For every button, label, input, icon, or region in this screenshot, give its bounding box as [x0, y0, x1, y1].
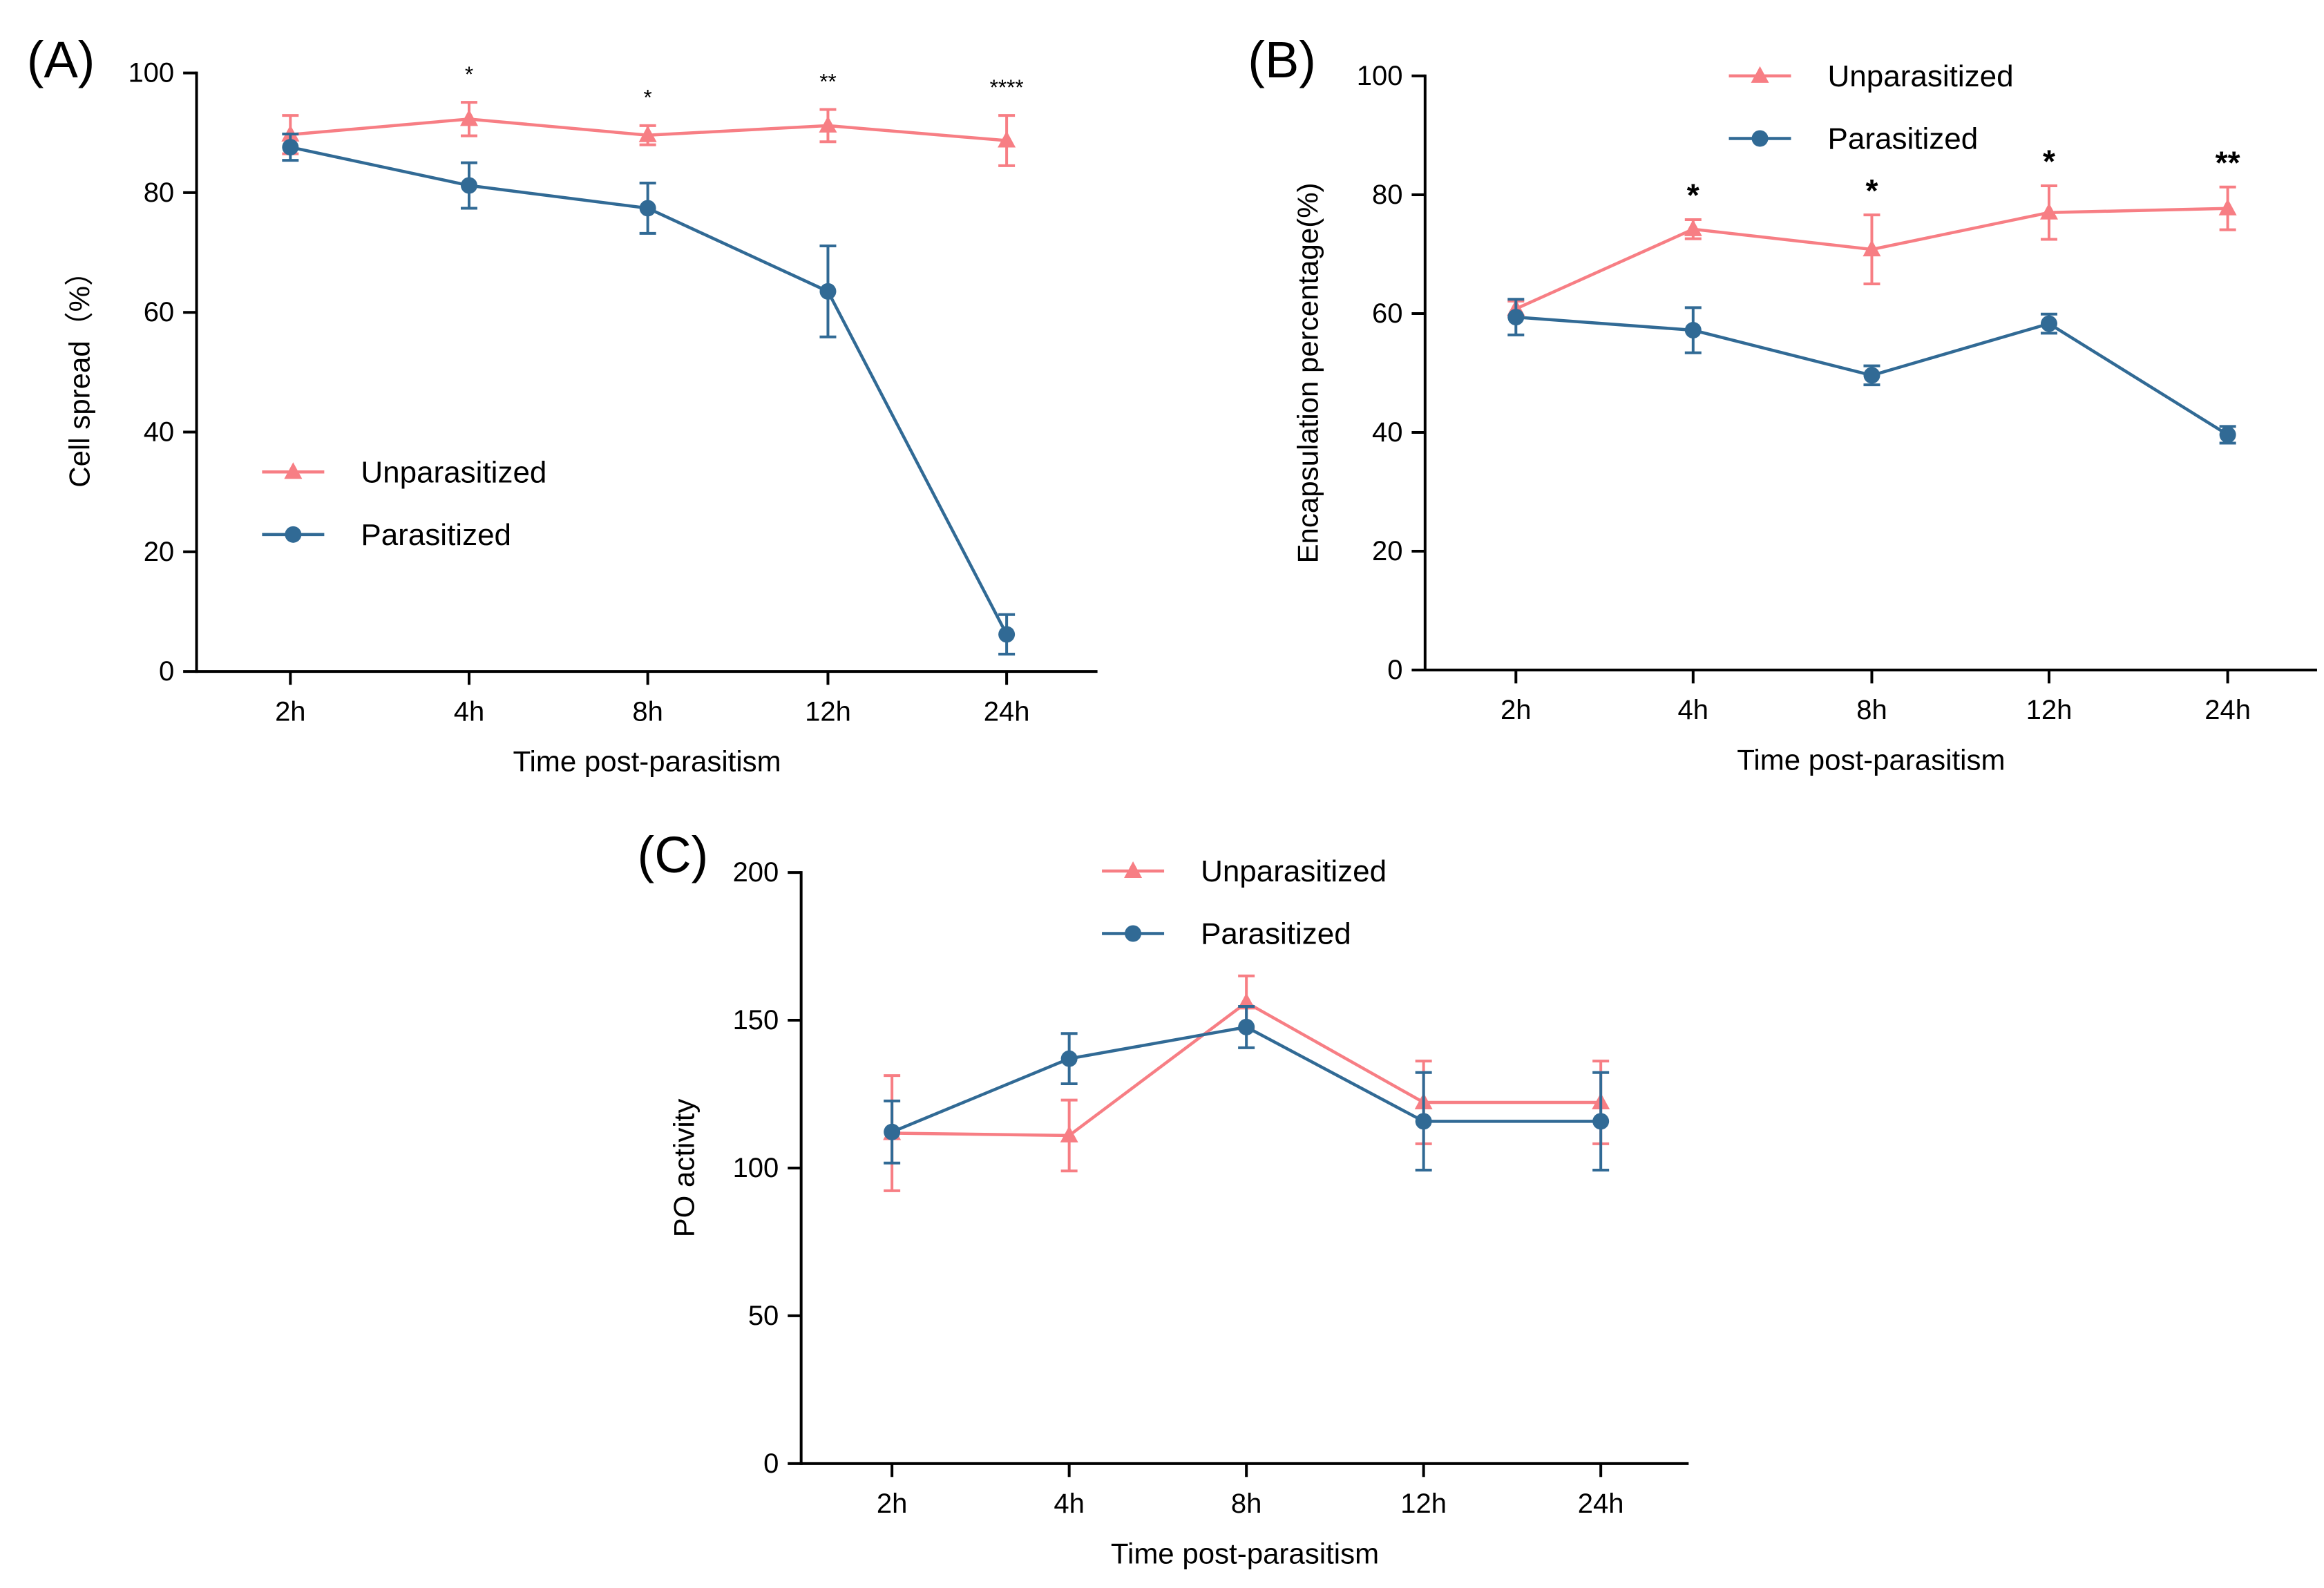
data-point-circle — [884, 1123, 901, 1140]
series-parasitized — [884, 1004, 1610, 1171]
series-parasitized — [282, 133, 1016, 656]
x-tick-label: 24h — [2204, 695, 2251, 725]
legend-marker-circle — [285, 526, 302, 543]
legend-marker-circle — [1125, 925, 1142, 942]
data-point-circle — [819, 283, 837, 300]
data-point-circle — [1415, 1113, 1432, 1130]
legend-marker-circle — [1751, 130, 1769, 147]
x-tick-label: 12h — [805, 696, 851, 727]
data-point-triangle — [1684, 219, 1702, 236]
y-axis-title: PO activity — [667, 1099, 700, 1238]
legend-label: Parasitized — [1201, 917, 1351, 950]
significance-marker: * — [1687, 178, 1699, 213]
x-tick-label: 8h — [1231, 1489, 1262, 1519]
data-point-circle — [639, 200, 656, 217]
data-point-circle — [460, 177, 477, 194]
x-tick-label: 12h — [1400, 1489, 1447, 1519]
data-point-triangle — [1863, 240, 1881, 257]
significance-marker: * — [465, 61, 473, 86]
data-point-circle — [998, 626, 1016, 643]
panel-label: (B) — [1248, 31, 1316, 88]
x-axis-title: Time post-parasitism — [1111, 1537, 1379, 1569]
x-tick-label: 4h — [1054, 1489, 1085, 1519]
x-tick-label: 2h — [275, 696, 306, 727]
significance-marker: * — [1865, 173, 1878, 209]
x-axis-title: Time post-parasitism — [1737, 743, 2005, 776]
data-point-triangle — [819, 115, 837, 133]
data-point-triangle — [2039, 202, 2058, 220]
significance-marker: * — [2043, 144, 2055, 180]
y-tick-label: 40 — [144, 417, 175, 448]
data-point-circle — [1507, 309, 1525, 326]
y-tick-label: 80 — [1372, 180, 1403, 210]
legend-label: Unparasitized — [1828, 59, 2014, 93]
x-tick-label: 4h — [1678, 695, 1709, 725]
legend-label: Parasitized — [361, 518, 511, 552]
data-point-circle — [2040, 315, 2057, 332]
x-tick-label: 24h — [1578, 1489, 1624, 1519]
panel-c-po-activity-chart: 0 50 100 150 200 2h 4h 8h 12h 24h Time post-parasi… — [638, 826, 1689, 1569]
y-tick-label: 150 — [733, 1005, 779, 1035]
y-axis-title: Cell spread（%） — [63, 257, 95, 488]
legend-label: Parasitized — [1828, 122, 1979, 155]
y-axis-title: Encapsulation percentage(%) — [1292, 182, 1324, 563]
x-tick-label: 12h — [2026, 695, 2073, 725]
significance-marker: ** — [819, 68, 837, 93]
data-point-circle — [282, 139, 299, 156]
data-point-circle — [1592, 1113, 1610, 1130]
data-point-circle — [1238, 1018, 1255, 1035]
data-point-triangle — [459, 109, 478, 126]
y-tick-label: 80 — [144, 178, 175, 208]
x-tick-label: 2h — [1501, 695, 1532, 725]
series-unparasitized — [281, 101, 1016, 167]
legend-marker-triangle — [1751, 66, 1769, 83]
y-tick-label: 60 — [144, 297, 175, 327]
significance-marker: ** — [2216, 144, 2240, 180]
data-point-triangle — [1060, 1125, 1078, 1142]
data-point-circle — [2219, 426, 2236, 443]
y-tick-label: 100 — [128, 58, 174, 88]
legend-marker-triangle — [1124, 861, 1143, 878]
y-tick-label: 50 — [748, 1301, 779, 1331]
panel-b-encapsulation-chart: 0 20 40 60 80 100 2h 4h 8h 12h 24h Time post-parasi… — [1248, 31, 2317, 776]
panel-label: (A) — [27, 31, 95, 88]
significance-marker: * — [644, 85, 652, 110]
y-tick-label: 20 — [1372, 536, 1403, 566]
legend: Unparasitized Parasitized — [1102, 854, 1387, 950]
x-tick-label: 4h — [454, 696, 485, 727]
y-tick-label: 0 — [763, 1448, 779, 1479]
y-tick-label: 200 — [733, 857, 779, 888]
panel-label: (C) — [638, 826, 709, 883]
data-point-circle — [1060, 1050, 1078, 1067]
significance-marker: **** — [990, 75, 1024, 99]
y-tick-label: 0 — [159, 656, 174, 687]
y-tick-label: 20 — [144, 537, 175, 567]
legend: Unparasitized Parasitized — [1728, 59, 2014, 155]
panel-a-cell-spread-chart: 0 20 40 60 80 100 2h 4h 8h 12h 24h Time post-parasi… — [27, 31, 1098, 778]
x-tick-label: 8h — [632, 696, 663, 727]
data-point-circle — [1684, 322, 1702, 339]
x-axis-title: Time post-parasitism — [513, 745, 781, 778]
y-tick-label: 60 — [1372, 298, 1403, 329]
data-point-triangle — [638, 125, 657, 142]
x-tick-label: 2h — [877, 1489, 908, 1519]
y-tick-label: 40 — [1372, 417, 1403, 448]
y-tick-label: 0 — [1387, 655, 1402, 685]
series-parasitized — [1507, 298, 2236, 445]
y-tick-label: 100 — [1357, 61, 1403, 91]
x-tick-label: 24h — [984, 696, 1030, 727]
legend-label: Unparasitized — [1201, 854, 1387, 888]
x-tick-label: 8h — [1856, 695, 1887, 725]
legend-marker-triangle — [284, 462, 303, 479]
data-point-triangle — [2218, 198, 2237, 216]
data-point-circle — [1863, 367, 1880, 384]
y-tick-label: 100 — [733, 1153, 779, 1183]
legend: Unparasitized Parasitized — [262, 455, 546, 552]
data-point-triangle — [998, 131, 1016, 148]
legend-label: Unparasitized — [361, 455, 546, 489]
